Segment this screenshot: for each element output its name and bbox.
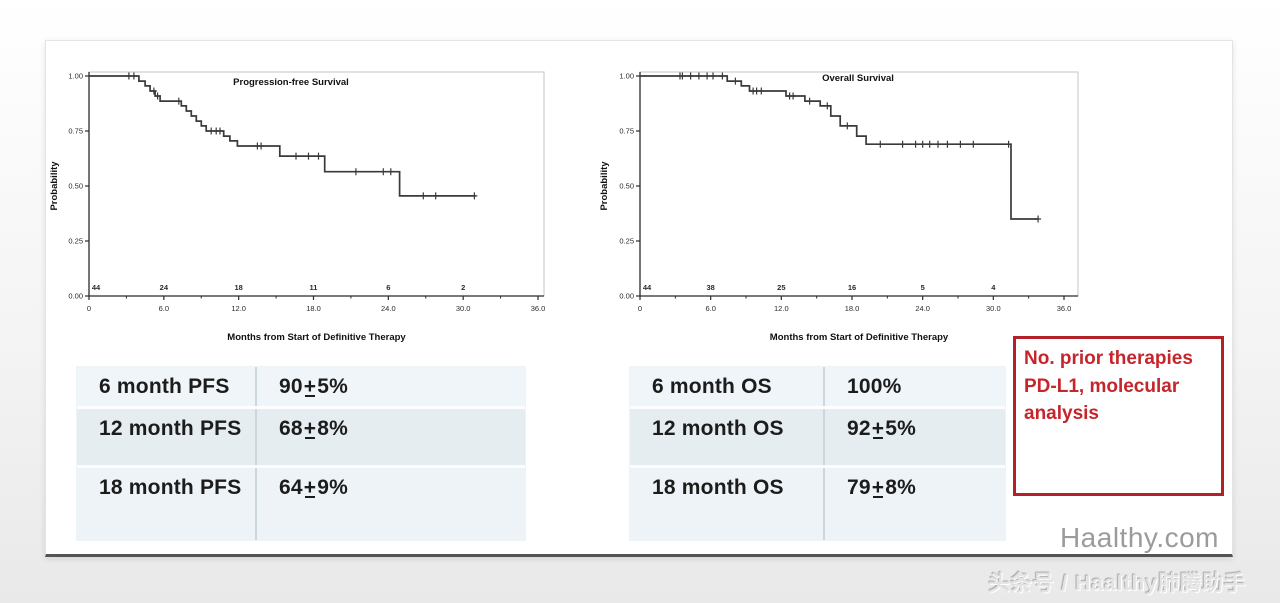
svg-text:30.0: 30.0 (986, 304, 1001, 313)
haalthy-watermark: Haalthy.com (1059, 522, 1219, 553)
os-6mo-value: 100% (847, 375, 902, 398)
svg-text:38: 38 (706, 283, 714, 292)
svg-text:6: 6 (386, 283, 390, 292)
os-18mo-value: 79+8% (847, 476, 916, 499)
svg-text:1.00: 1.00 (68, 72, 83, 81)
pfs-12mo-label: 12 month PFS (77, 409, 257, 465)
svg-text:12.0: 12.0 (774, 304, 789, 313)
table-row: 6 month OS 100% (630, 367, 1005, 409)
svg-text:0.25: 0.25 (68, 237, 83, 246)
svg-text:24: 24 (160, 283, 169, 292)
os-summary-table: 6 month OS 100% 12 month OS 92+5% 18 mon… (629, 366, 1006, 541)
plus-minus-sign: + (303, 476, 317, 499)
svg-text:Months from Start of Definitiv: Months from Start of Definitive Therapy (227, 332, 406, 343)
svg-text:18: 18 (234, 283, 242, 292)
svg-text:0.75: 0.75 (619, 127, 634, 136)
svg-text:0: 0 (638, 304, 642, 313)
plus-minus-sign: + (303, 375, 317, 398)
svg-text:25: 25 (777, 283, 785, 292)
annotation-line: No. prior therapies (1024, 348, 1193, 369)
slide-card: 0 6.0 12.0 18.0 24.0 30.0 36.0 0.00 0.25 0.50 0.75… (45, 40, 1233, 557)
svg-text:0.00: 0.00 (68, 292, 83, 301)
svg-text:44: 44 (643, 283, 652, 292)
svg-text:4: 4 (991, 283, 996, 292)
table-row: 12 month PFS 68+8% (77, 409, 525, 468)
svg-text:12.0: 12.0 (231, 304, 246, 313)
svg-text:Months from Start of Definitiv: Months from Start of Definitive Therapy (770, 332, 949, 343)
svg-text:24.0: 24.0 (915, 304, 930, 313)
svg-text:36.0: 36.0 (531, 304, 546, 313)
svg-text:0.00: 0.00 (619, 292, 634, 301)
svg-text:16: 16 (848, 283, 856, 292)
pfs-summary-table: 6 month PFS 90+5% 12 month PFS 68+8% 18 … (76, 366, 526, 541)
table-row: 18 month OS 79+8% (630, 468, 1005, 540)
svg-text:5: 5 (921, 283, 925, 292)
pfs-18mo-value: 64+9% (279, 476, 348, 499)
footer-credit: 头条号 / Haalthy肺腾助手 (988, 572, 1246, 595)
table-row: 12 month OS 92+5% (630, 409, 1005, 468)
prior-therapies-annotation: No. prior therapies PD-L1, molecular ana… (1013, 336, 1224, 496)
os-18mo-label: 18 month OS (630, 468, 825, 540)
plus-minus-sign: + (871, 417, 885, 440)
svg-text:0: 0 (87, 304, 91, 313)
svg-text:Progression-free Survival: Progression-free Survival (233, 77, 349, 88)
table-row: 6 month PFS 90+5% (77, 367, 525, 409)
annotation-line: PD-L1, molecular (1024, 375, 1180, 397)
svg-text:6.0: 6.0 (159, 304, 169, 313)
pfs-6mo-label: 6 month PFS (77, 367, 257, 406)
svg-text:24.0: 24.0 (381, 304, 396, 313)
svg-text:0.75: 0.75 (68, 127, 83, 136)
svg-text:44: 44 (92, 283, 101, 292)
os-km-chart: 0 6.0 12.0 18.0 24.0 30.0 36.0 0.00 0.25 0.50 0.75… (599, 71, 1079, 343)
svg-text:36.0: 36.0 (1057, 304, 1072, 313)
svg-text:30.0: 30.0 (456, 304, 471, 313)
plus-minus-sign: + (303, 417, 317, 440)
pfs-km-chart: 0 6.0 12.0 18.0 24.0 30.0 36.0 0.00 0.25 0.50 0.75… (49, 71, 546, 343)
table-row: 18 month PFS 64+9% (77, 468, 525, 540)
svg-text:18.0: 18.0 (845, 304, 860, 313)
pfs-6mo-value: 90+5% (279, 375, 348, 398)
os-6mo-label: 6 month OS (630, 367, 825, 406)
svg-text:Probability: Probability (49, 161, 60, 211)
svg-text:2: 2 (461, 283, 465, 292)
annotation-line: analysis (1024, 403, 1099, 425)
svg-text:1.00: 1.00 (619, 72, 634, 81)
svg-text:0.25: 0.25 (619, 237, 634, 246)
pfs-12mo-value: 68+8% (279, 417, 348, 440)
pfs-18mo-label: 18 month PFS (77, 468, 257, 540)
svg-text:Probability: Probability (599, 161, 610, 211)
plus-minus-sign: + (871, 476, 885, 499)
svg-text:11: 11 (310, 283, 318, 292)
svg-text:6.0: 6.0 (705, 304, 715, 313)
svg-text:18.0: 18.0 (306, 304, 321, 313)
os-12mo-label: 12 month OS (630, 409, 825, 465)
os-12mo-value: 92+5% (847, 417, 916, 440)
svg-text:Overall Survival: Overall Survival (822, 73, 894, 84)
svg-text:0.50: 0.50 (619, 182, 634, 191)
svg-text:0.50: 0.50 (68, 182, 83, 191)
